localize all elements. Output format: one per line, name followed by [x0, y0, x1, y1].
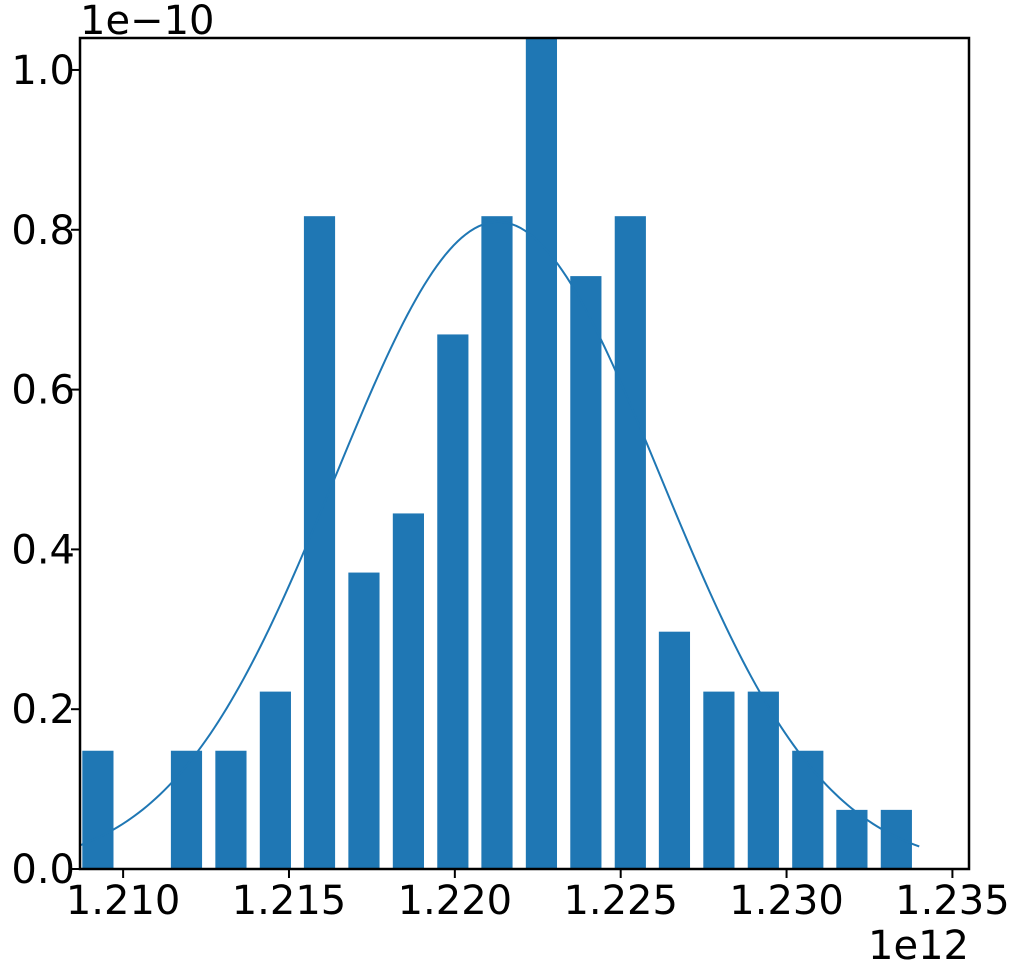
- y-offset-label: 1e−10: [80, 0, 214, 44]
- histogram-bar: [747, 691, 779, 869]
- histogram-bar: [348, 572, 380, 869]
- y-tick-label: 0.0: [11, 847, 75, 893]
- histogram-bar: [392, 513, 424, 869]
- histogram-bar: [880, 809, 912, 869]
- histogram-bars: [82, 38, 912, 869]
- histogram-bar: [259, 691, 291, 869]
- histogram-bar: [437, 334, 469, 869]
- y-tick-label: 0.6: [11, 368, 75, 414]
- plot-frame: [78, 36, 971, 871]
- density-curve: [79, 220, 920, 848]
- histogram-bar: [570, 276, 602, 869]
- y-tick-label: 0.8: [11, 208, 75, 254]
- histogram-bar: [836, 809, 868, 869]
- x-tick-label: 1.235: [895, 878, 1010, 924]
- histogram-bar: [614, 216, 646, 869]
- y-tick-label: 0.2: [11, 687, 75, 733]
- histogram-bar: [792, 750, 824, 869]
- x-tick-label: 1.230: [729, 878, 844, 924]
- x-tick-label: 1.225: [563, 878, 678, 924]
- x-tick-label: 1.210: [66, 878, 181, 924]
- histogram-bar: [525, 38, 558, 869]
- x-tick-label: 1.220: [398, 878, 513, 924]
- y-tick-label: 1.0: [11, 48, 75, 94]
- histogram-bar: [170, 750, 203, 869]
- histogram-bar: [82, 750, 114, 869]
- histogram-bar: [215, 750, 247, 869]
- x-axis: 1.210 1.215 1.220 1.225 1.230 1.235: [66, 869, 1010, 924]
- x-tick-label: 1.215: [232, 878, 347, 924]
- histogram-bar: [481, 216, 513, 869]
- histogram-bar: [303, 216, 336, 869]
- y-axis: 0.0 0.2 0.4 0.6 0.8 1.0: [11, 48, 80, 893]
- histogram-bar: [658, 631, 691, 869]
- histogram-bar: [703, 691, 735, 869]
- x-offset-label: 1e12: [868, 923, 969, 969]
- y-tick-label: 0.4: [11, 527, 75, 573]
